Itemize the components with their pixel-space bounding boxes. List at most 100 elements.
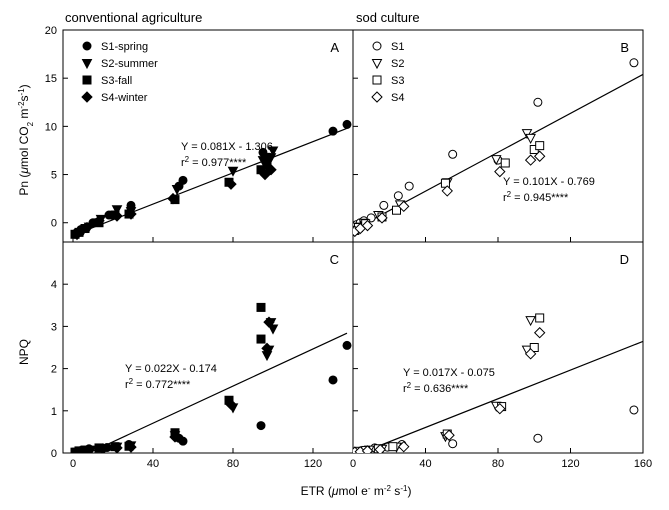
legend-label: S1-spring [101,41,148,53]
legend-marker [81,91,93,103]
data-point [392,205,401,215]
data-point [111,210,123,222]
data-point [171,185,183,196]
y-axis-label-npq: NPQ [17,339,31,365]
data-point [361,219,374,232]
regression-equation: Y = 0.081X - 1.306 [181,141,273,153]
regression-line [360,340,643,453]
x-tick-label: 80 [492,458,504,470]
data-point [342,340,352,350]
series-s1-spring [70,119,352,239]
r-squared: r2 = 0.945**** [503,190,569,205]
legend-marker [81,59,93,70]
x-tick-label: 120 [561,458,579,470]
y-tick-label: 2 [51,364,57,376]
y-tick-label: 5 [51,170,57,182]
data-point [259,168,271,181]
data-point [169,431,181,443]
y-tick-label: 4 [51,279,57,291]
x-tick-label: 0 [350,458,356,470]
y-axis-label-pn: Pn (μmol CO2 m-2s-1) [17,84,35,195]
data-point [225,178,237,190]
legend-marker [82,75,92,85]
series-s4 [353,150,546,238]
data-point [521,129,533,140]
data-point [388,442,398,452]
legend-label: S2 [391,58,404,70]
r-squared: r2 = 0.977**** [181,155,247,170]
data-point [494,402,506,415]
data-point [267,146,279,157]
panel-b: B S1 S2 S3 S4 Y = 0.101X - 0.769 r2 = 0.945***… [352,29,644,243]
data-point [178,175,188,185]
data-point [448,439,458,449]
data-point [256,302,266,312]
data-point [111,205,123,216]
panel-letter: B [620,40,629,55]
data-point [256,334,266,344]
data-point [524,154,537,166]
x-tick-label: 40 [147,458,159,470]
series-s1-spring [70,340,352,453]
x-axis-label-etr: ETR (μmol e- m-2 s-1) [301,484,412,499]
legend-label: S1 [391,41,404,53]
y-tick-label: 0 [51,218,57,230]
x-tick-label: 120 [304,458,322,470]
legend-label: S2-summer [101,58,158,70]
data-point [535,313,545,323]
y-tick-label: 0 [51,448,57,460]
regression-equation: Y = 0.022X - 0.174 [125,363,217,375]
y-tick-label: 10 [45,121,57,133]
data-point [227,166,239,177]
data-point [374,443,386,453]
panel-frame [352,241,644,454]
data-point [525,133,536,144]
panel-letter: D [620,252,629,267]
panel-data [353,58,643,238]
legend-label: S4 [391,92,404,104]
x-tick-label: 80 [227,458,239,470]
data-point [529,343,539,352]
legend-label: S3-fall [101,75,132,87]
data-point [448,149,458,159]
data-point [441,185,453,197]
data-point [225,398,237,411]
x-tick-label: 40 [419,458,431,470]
x-tick-label: 0 [70,458,76,470]
data-point [629,58,639,68]
regression-line [88,332,348,453]
y-tick-label: 15 [45,73,57,85]
legend-marker [372,41,382,51]
panel-data [70,302,352,453]
data-point [533,150,546,162]
y-tick-label: 1 [51,406,57,418]
data-point [111,442,123,453]
legend-marker [371,59,383,70]
data-point [533,97,543,107]
data-point [533,433,543,443]
panel-d: 0 40 80 120 160 D Y = 0.017X - 0.075 r2 = 0.636… [350,241,652,470]
series-s4-winter [71,316,275,453]
data-point [261,342,273,355]
data-point [524,348,537,360]
data-point [533,327,546,339]
column-title-left: conventional agriculture [65,10,202,25]
data-point [361,445,374,453]
data-point [494,165,506,178]
data-point [398,200,410,213]
y-tick-label: 3 [51,321,57,333]
panel-data [353,313,643,453]
legend-label: S3 [391,75,404,87]
series-s4 [353,327,546,453]
legend-marker [372,75,382,85]
data-point [404,181,414,191]
panel-data [70,119,352,241]
panel-letter: A [330,40,339,55]
data-point [97,443,109,453]
data-point [125,208,137,220]
data-point [328,375,338,385]
data-point [125,441,137,453]
r-squared: r2 = 0.636**** [403,381,469,396]
legend-label: S4-winter [101,92,148,104]
